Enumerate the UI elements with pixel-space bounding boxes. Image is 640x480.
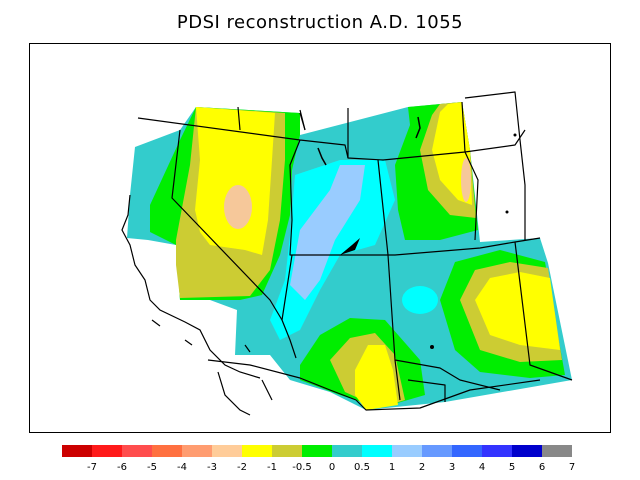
legend-tick-label: -1 <box>267 462 277 473</box>
legend-swatch <box>512 445 542 457</box>
legend-tick-label: 2 <box>419 462 425 473</box>
legend-tick-label: -7 <box>87 462 97 473</box>
legend-swatch <box>482 445 512 457</box>
great-salt-lake <box>340 238 360 255</box>
legend-tick-label: 0.5 <box>354 462 370 473</box>
color-legend: -7 -6 -5 -4 -3 -2 -1 -0.5 0 0.5 1 2 3 4 5 6 7 <box>62 445 575 473</box>
legend-swatch <box>542 445 572 457</box>
state-borders <box>137 91 573 411</box>
lake-marker <box>513 133 517 137</box>
legend-tick-label: -5 <box>147 462 157 473</box>
legend-tick-label: -3 <box>207 462 217 473</box>
legend-swatch <box>242 445 272 457</box>
legend-swatch <box>62 445 92 457</box>
legend-tick-label: -2 <box>237 462 247 473</box>
legend-swatch <box>452 445 482 457</box>
lake-marker <box>505 210 509 214</box>
pdsi-region-yellow-west <box>195 107 275 255</box>
pdsi-region-yellow-south <box>355 345 398 410</box>
map-title: PDSI reconstruction A.D. 1055 <box>176 12 464 33</box>
lake-marker <box>430 345 434 349</box>
legend-swatch <box>272 445 302 457</box>
legend-tick-label: 7 <box>569 462 575 473</box>
pdsi-region-peach-west <box>224 185 252 229</box>
legend-swatch <box>392 445 422 457</box>
legend-swatch <box>332 445 362 457</box>
legend-tick-label: -4 <box>177 462 187 473</box>
legend-tick-label: 0 <box>329 462 335 473</box>
legend-tick-label: 3 <box>449 462 455 473</box>
legend-tick-label: -0.5 <box>292 462 312 473</box>
pdsi-region-peach-ne <box>461 158 471 202</box>
legend-tick-label: 1 <box>389 462 395 473</box>
pdsi-region-lightblue-central <box>290 165 365 300</box>
pdsi-region-cyan-south <box>402 286 438 314</box>
legend-swatch <box>422 445 452 457</box>
legend-swatch <box>302 445 332 457</box>
legend-tick-label: -6 <box>117 462 127 473</box>
legend-swatch <box>92 445 122 457</box>
legend-swatch <box>152 445 182 457</box>
legend-swatch <box>182 445 212 457</box>
legend-tick-label: 5 <box>509 462 515 473</box>
pdsi-region-yellow-east <box>475 272 560 350</box>
legend-swatch <box>122 445 152 457</box>
legend-swatch <box>362 445 392 457</box>
legend-tick-label: 6 <box>539 462 545 473</box>
map-panel <box>29 43 611 433</box>
coastline <box>121 194 273 416</box>
legend-swatch <box>212 445 242 457</box>
legend-tick-label: 4 <box>479 462 485 473</box>
